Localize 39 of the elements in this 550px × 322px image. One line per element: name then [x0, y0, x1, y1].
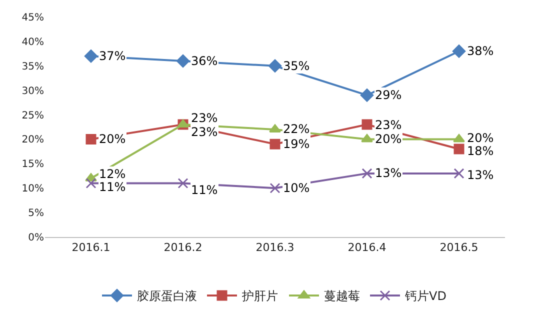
data-label: 19%	[283, 137, 310, 151]
data-label: 20%	[99, 132, 126, 146]
data-label: 10%	[283, 181, 310, 195]
data-label: 35%	[283, 59, 310, 73]
legend-label: 钙片VD	[404, 289, 446, 304]
x-tick-label: 2016.4	[348, 241, 386, 254]
y-tick-label: 15%	[22, 159, 44, 170]
data-label: 36%	[191, 54, 218, 68]
y-tick-label: 0%	[28, 232, 44, 244]
x-tick-label: 2016.3	[256, 241, 294, 254]
y-tick-label: 5%	[28, 208, 44, 220]
data-label: 11%	[191, 183, 218, 197]
data-label: 13%	[375, 166, 402, 180]
data-label: 23%	[375, 118, 402, 132]
data-label: 22%	[283, 122, 310, 136]
y-tick-label: 35%	[22, 61, 44, 72]
data-label: 12%	[99, 167, 126, 181]
legend-label: 护肝片	[241, 289, 278, 304]
x-tick-label: 2016.5	[440, 241, 478, 254]
data-label: 38%	[467, 44, 494, 58]
data-label: 18%	[467, 144, 494, 158]
data-label: 37%	[99, 49, 126, 63]
data-label: 29%	[375, 88, 402, 102]
legend-label: 胶原蛋白液	[137, 289, 197, 304]
legend-label: 蔓越莓	[324, 289, 360, 304]
y-tick-label: 10%	[22, 184, 44, 195]
y-tick-label: 25%	[22, 110, 44, 122]
y-tick-label: 30%	[22, 86, 44, 97]
y-tick-label: 40%	[22, 36, 44, 48]
x-tick-label: 2016.2	[164, 241, 202, 254]
data-label: 13%	[467, 168, 494, 182]
data-label: 23%	[191, 125, 218, 139]
data-label: 20%	[467, 131, 494, 145]
y-tick-label: 45%	[22, 12, 44, 24]
data-label: 11%	[99, 180, 126, 194]
x-tick-label: 2016.1	[72, 241, 110, 254]
data-label: 23%	[191, 111, 218, 125]
data-label: 20%	[375, 132, 402, 146]
y-tick-label: 20%	[22, 134, 44, 146]
